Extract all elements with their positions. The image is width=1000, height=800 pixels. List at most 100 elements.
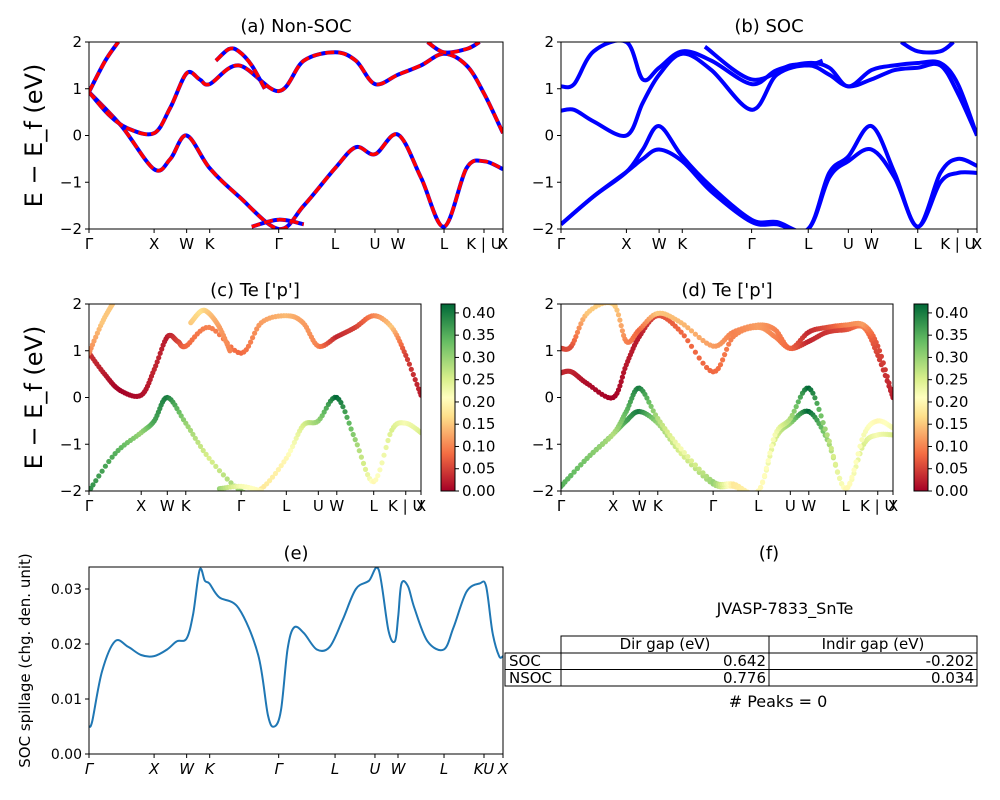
data-point: [619, 328, 626, 334]
data-point: [203, 451, 209, 457]
data-point: [890, 425, 893, 431]
data-point: [878, 353, 885, 359]
x-tick-label: L: [440, 235, 449, 253]
data-point: [323, 405, 329, 411]
data-point: [789, 412, 795, 418]
x-tick-label: L: [370, 497, 379, 515]
data-point: [200, 447, 206, 454]
x-tick-label: K | U: [388, 497, 423, 515]
y-tick-label: 2: [72, 33, 82, 51]
data-point: [91, 338, 97, 344]
data-point: [573, 334, 579, 340]
data-point: [187, 427, 194, 433]
data-point: [379, 460, 385, 466]
y-axis-label: E − E_f (eV): [20, 64, 48, 208]
data-point: [267, 478, 273, 484]
data-point: [685, 325, 691, 331]
data-point: [692, 462, 699, 468]
data-point: [692, 466, 699, 472]
data-point: [245, 343, 252, 349]
data-point: [246, 491, 251, 496]
x-tick-label: W: [652, 235, 667, 253]
data-point: [818, 413, 824, 419]
data-point: [571, 469, 577, 475]
data-point: [797, 394, 804, 400]
data-point: [857, 443, 863, 449]
x-tick-label: U: [369, 235, 380, 253]
data-point: [576, 325, 582, 331]
data-point: [286, 452, 292, 458]
panel-b-marks: [561, 42, 977, 229]
data-point: [192, 435, 198, 441]
data-point: [348, 426, 354, 432]
x-tick-label: Γ: [709, 497, 718, 515]
data-point: [109, 454, 115, 460]
x-tick-label: L: [842, 497, 851, 515]
data-point: [751, 491, 756, 496]
spillage-line: [89, 567, 503, 728]
data-point: [206, 455, 212, 461]
x-tick-label: U: [313, 497, 324, 515]
x-tick-label: K: [677, 235, 688, 253]
data-point: [621, 370, 627, 376]
data-point: [760, 479, 766, 485]
data-point: [578, 462, 584, 468]
data-point: [258, 488, 264, 491]
data-point: [685, 338, 691, 344]
data-point: [890, 432, 893, 438]
data-point: [278, 463, 284, 469]
band-line-dashed: [89, 50, 503, 137]
data-point: [565, 476, 571, 482]
data-point: [227, 348, 233, 354]
panel-e-marks: [89, 567, 503, 728]
data-point: [321, 409, 327, 415]
data-point: [704, 364, 710, 371]
data-point: [685, 454, 691, 460]
data-point: [102, 463, 108, 469]
data-point: [154, 359, 160, 365]
data-point: [99, 468, 105, 474]
y-tick-label: −1: [532, 173, 554, 191]
data-point: [875, 343, 881, 349]
data-point: [410, 371, 416, 378]
band-line-dashed: [426, 42, 481, 55]
data-point: [818, 424, 824, 430]
x-tick-label: Γ: [275, 760, 285, 778]
panel-a-title: (a) Non-SOC: [240, 16, 351, 37]
colorbar-scale: [913, 303, 929, 492]
colorbar-tick-label: 0.40: [462, 304, 495, 322]
data-point: [692, 331, 699, 337]
data-point: [888, 386, 893, 392]
data-point: [599, 304, 605, 307]
data-point: [283, 455, 289, 461]
data-point: [275, 467, 281, 473]
y-tick-label: −2: [532, 482, 554, 500]
data-point: [290, 443, 296, 450]
data-point: [418, 430, 421, 436]
x-tick-label: W: [864, 235, 879, 253]
x-tick-label: U: [785, 497, 796, 515]
colorbar-tick-label: 0.35: [935, 326, 968, 344]
x-tick-label: Γ: [85, 497, 94, 515]
band-line-dashed: [251, 217, 305, 229]
data-point: [751, 491, 756, 496]
data-point: [830, 453, 837, 459]
data-point: [824, 432, 830, 438]
colorbar-tick-label: 0.15: [462, 415, 495, 433]
data-point: [338, 399, 344, 406]
x-tick-label: Γ: [557, 235, 566, 253]
data-point: [720, 357, 726, 363]
x-tick-label: X: [416, 497, 426, 515]
x-tick-label: K: [205, 235, 216, 253]
y-tick-label: −2: [60, 220, 82, 238]
panel-c-title: (c) Te ['p']: [210, 280, 300, 301]
data-point: [272, 470, 279, 477]
x-tick-label: K | U: [940, 235, 975, 253]
data-point: [618, 323, 624, 329]
panel-f: (f) JVASP-7833_SnTe Dir gap (eV) Indir g…: [504, 543, 978, 711]
table-row-label: NSOC: [509, 669, 552, 687]
data-point: [109, 304, 116, 307]
band-line: [561, 147, 977, 229]
